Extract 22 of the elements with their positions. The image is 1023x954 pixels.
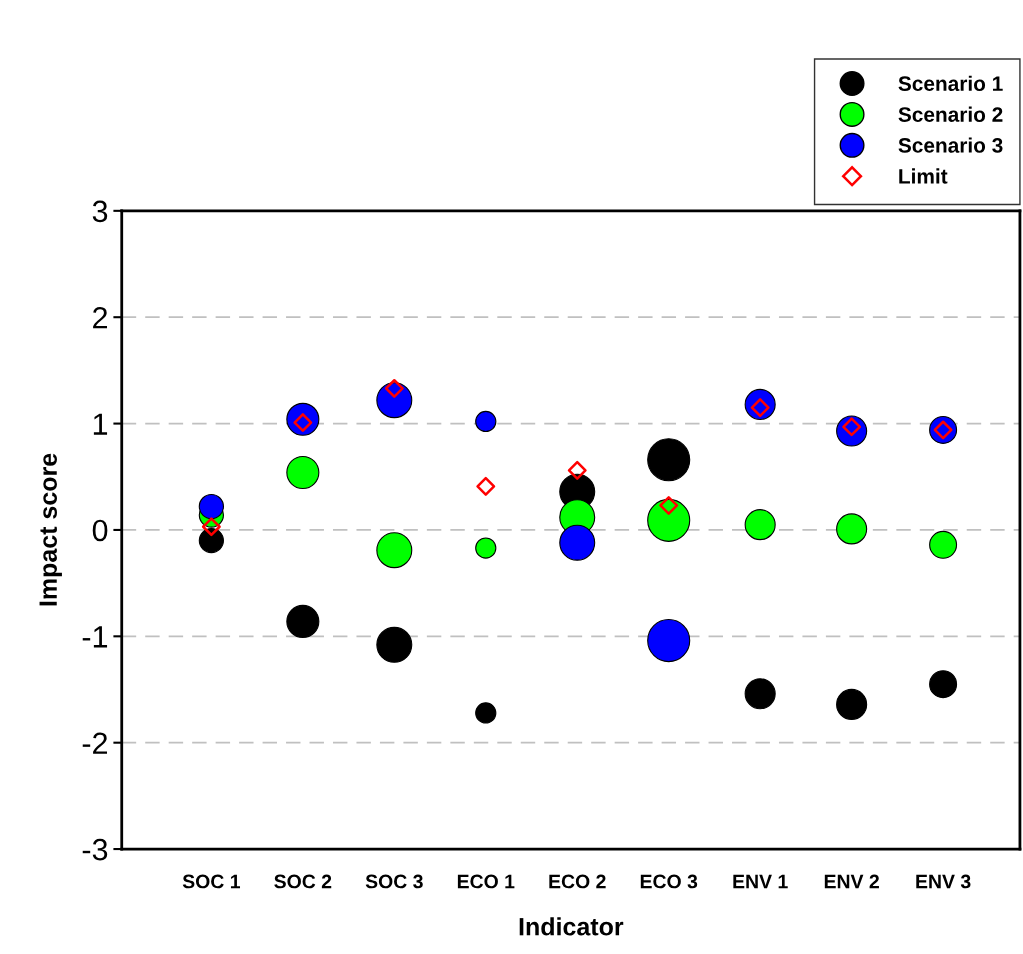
y-tick-label: 2 bbox=[93, 306, 108, 329]
y-tick-label: 1 bbox=[93, 413, 108, 435]
legend-label: Scenario 1 bbox=[898, 75, 1003, 92]
x-tick-label: ECO 1 bbox=[457, 874, 515, 889]
x-tick-label: SOC 1 bbox=[182, 874, 241, 889]
y-axis-title: Impact score bbox=[39, 453, 62, 606]
y-tick-label: -3 bbox=[82, 838, 108, 861]
x-tick-label: ECO 3 bbox=[640, 874, 698, 889]
y-tick-label: 0 bbox=[92, 519, 108, 542]
x-tick-label: ECO 2 bbox=[549, 874, 606, 889]
legend-label: Limit bbox=[899, 168, 948, 184]
x-tick-label: ENV 2 bbox=[824, 874, 879, 889]
x-tick-label: ENV 3 bbox=[916, 874, 971, 889]
x-axis-title: Indicator bbox=[519, 917, 624, 936]
y-tick-label: 3 bbox=[92, 200, 108, 223]
legend-label: Scenario 3 bbox=[898, 137, 1003, 153]
y-tick-label: -1 bbox=[82, 626, 108, 648]
legend-label: Scenario 2 bbox=[898, 106, 1003, 122]
x-tick-label: SOC 3 bbox=[365, 874, 423, 889]
y-tick-label: -2 bbox=[82, 732, 108, 754]
x-tick-label: SOC 2 bbox=[274, 874, 332, 889]
x-tick-label: ENV 1 bbox=[733, 874, 788, 889]
